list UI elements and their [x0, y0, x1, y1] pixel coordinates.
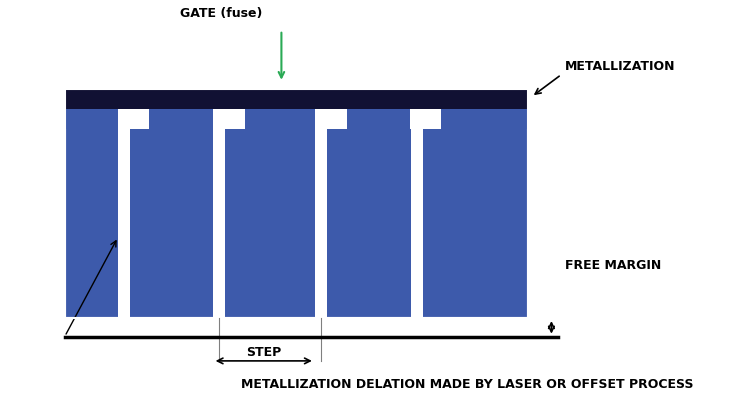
Bar [64, 89, 528, 318]
Text: METALLIZATION: METALLIZATION [565, 60, 675, 73]
Bar [411, 109, 423, 318]
Bar [64, 109, 528, 129]
Bar [64, 109, 118, 129]
Text: GATE (fuse): GATE (fuse) [180, 7, 262, 20]
Bar [64, 89, 528, 318]
Bar [315, 109, 327, 318]
Bar [64, 89, 528, 109]
Text: STEP: STEP [246, 346, 281, 359]
Bar [118, 109, 130, 318]
Bar [442, 109, 528, 129]
Text: FREE MARGIN: FREE MARGIN [565, 259, 661, 272]
Bar [244, 109, 315, 129]
Bar [346, 109, 410, 129]
Bar [213, 109, 225, 318]
Text: METALLIZATION DELATION MADE BY LASER OR OFFSET PROCESS: METALLIZATION DELATION MADE BY LASER OR … [242, 378, 694, 391]
Bar [149, 109, 213, 129]
